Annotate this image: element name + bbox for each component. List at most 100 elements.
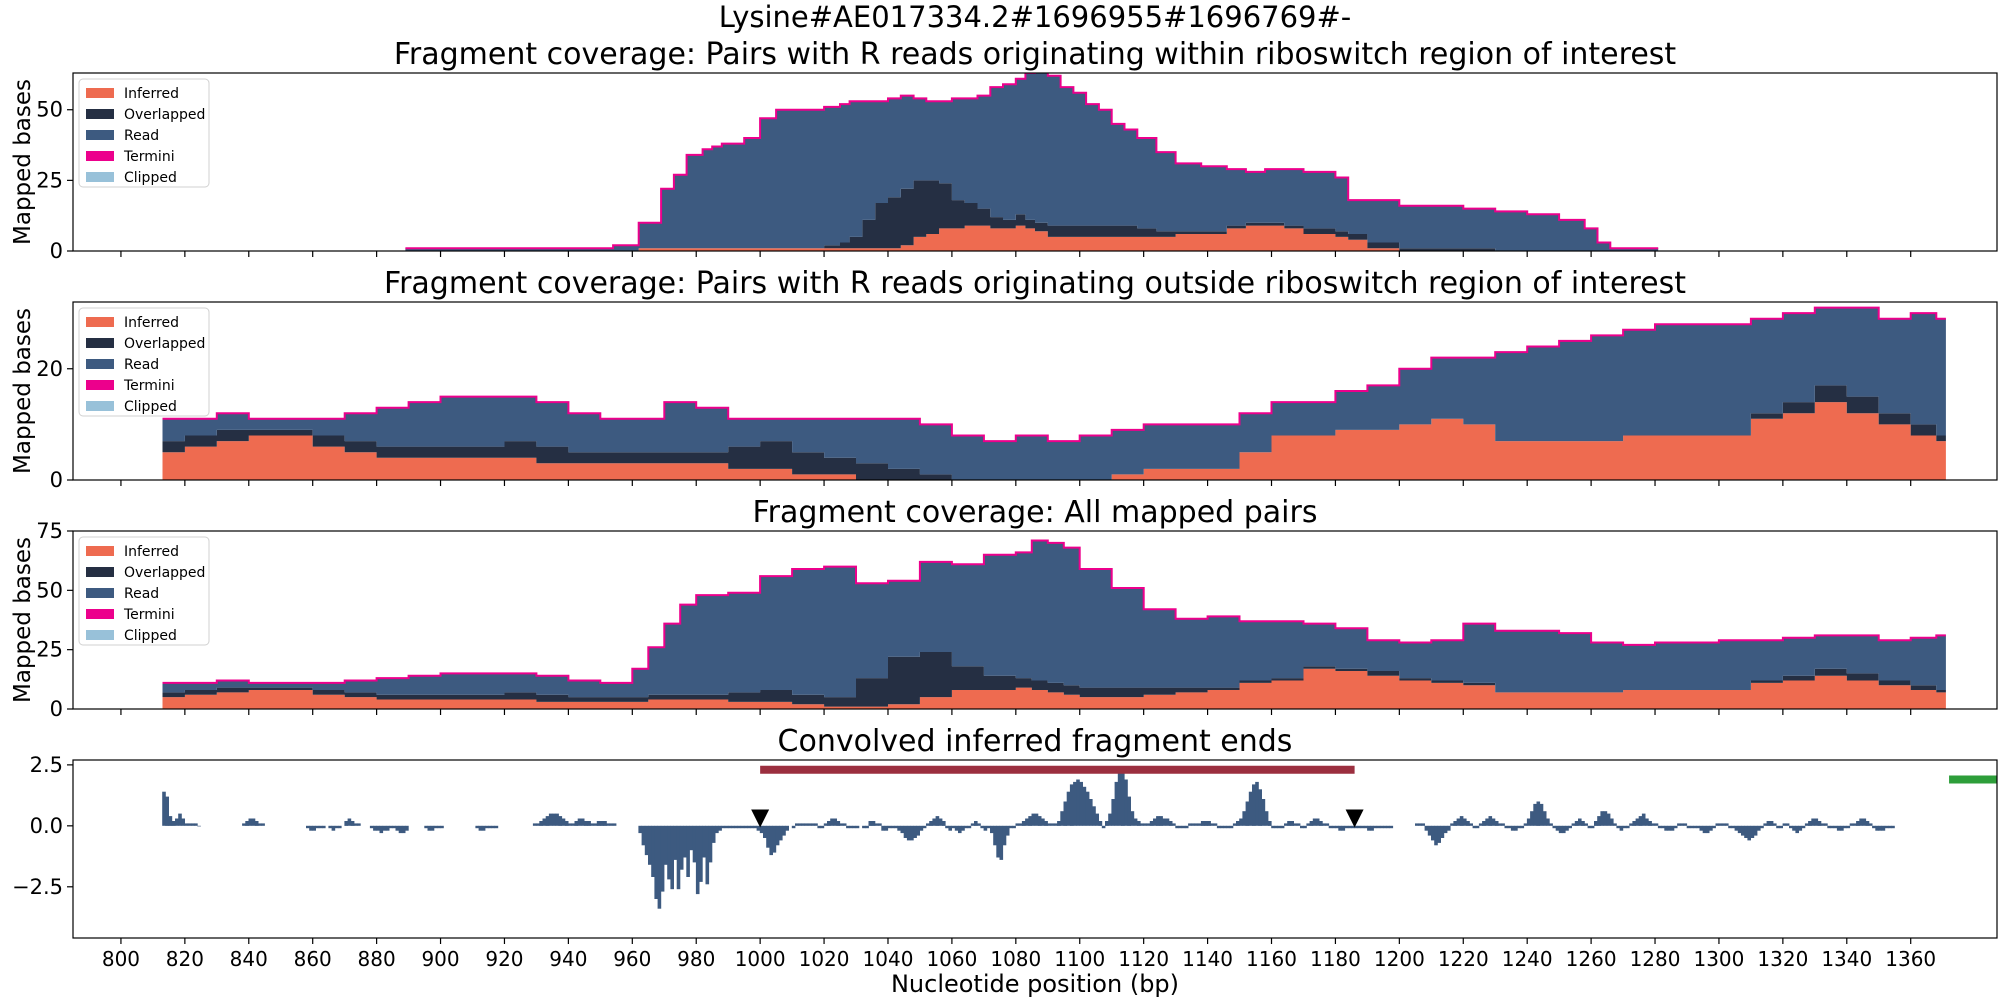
bar [910, 825, 914, 841]
bar [1213, 823, 1218, 826]
bar [1050, 823, 1055, 826]
bar [478, 825, 483, 831]
bar [804, 823, 809, 826]
bar [695, 825, 700, 895]
bar [1571, 823, 1576, 826]
bar [379, 825, 384, 834]
bar [1597, 816, 1601, 826]
bar [916, 825, 920, 836]
x-tick-label: 1120 [1118, 947, 1169, 971]
bar [849, 825, 853, 829]
bar [561, 818, 566, 826]
bar [842, 823, 847, 826]
bar [731, 825, 735, 829]
bar [1130, 811, 1135, 826]
bar [194, 823, 198, 826]
bar [568, 823, 572, 826]
bar [1814, 818, 1819, 826]
bar [1693, 825, 1697, 829]
bar [1475, 825, 1480, 829]
bar [919, 825, 924, 831]
bar [1162, 818, 1167, 826]
bar [1792, 825, 1796, 831]
legend-swatch-overlapped [86, 567, 114, 577]
bar [1846, 825, 1851, 829]
bar [874, 823, 879, 826]
bar [1504, 825, 1509, 829]
bar [1012, 825, 1016, 829]
bar [350, 821, 355, 826]
bar [1501, 823, 1505, 826]
bar [1888, 825, 1892, 829]
bar [1884, 825, 1889, 829]
bar [1175, 825, 1179, 829]
bar [1034, 813, 1039, 826]
bar [1108, 813, 1112, 826]
panel-title: Fragment coverage: Pairs with R reads or… [394, 37, 1677, 72]
y-tick-label: 50 [36, 98, 63, 122]
bar [900, 825, 905, 834]
bar [1641, 813, 1646, 826]
bar [1002, 825, 1007, 846]
bar [753, 825, 758, 829]
bar [373, 825, 377, 831]
bar [958, 825, 962, 834]
bar [580, 818, 585, 826]
bar [881, 825, 885, 831]
bar [1785, 823, 1790, 826]
bar [648, 825, 652, 865]
bar [542, 818, 547, 826]
bar [679, 825, 684, 870]
bar [1165, 818, 1170, 826]
bar [1280, 825, 1285, 829]
bar [600, 821, 604, 826]
bar [683, 825, 687, 858]
x-tick-label: 1100 [1054, 947, 1105, 971]
bar [1753, 825, 1758, 836]
bar [162, 791, 166, 826]
bar [871, 821, 876, 826]
bar [852, 825, 857, 829]
bar [833, 818, 837, 826]
bar [897, 825, 901, 831]
bar [587, 821, 591, 826]
series-termini [162, 306, 1946, 443]
bar [689, 825, 694, 851]
bar [868, 821, 873, 826]
bar [887, 825, 892, 829]
plot-area [405, 73, 1659, 251]
bar [945, 825, 949, 829]
axes-frame [72, 301, 1998, 481]
series-overlapped [405, 180, 1659, 251]
bar [385, 825, 390, 831]
bar [705, 825, 710, 885]
bar [1207, 821, 1211, 826]
bar [536, 823, 540, 826]
series-inferred [162, 668, 1946, 709]
bar [1073, 781, 1077, 826]
legend-swatch-overlapped [86, 109, 114, 119]
bar [1271, 825, 1275, 829]
bar [1424, 825, 1429, 831]
legend-label-termini: Termini [123, 607, 175, 623]
bar [1482, 821, 1486, 826]
bar [1875, 825, 1879, 831]
bar [990, 825, 994, 834]
bar [999, 825, 1004, 860]
x-tick-label: 1340 [1821, 947, 1872, 971]
bar [1546, 818, 1550, 826]
bar [747, 825, 751, 829]
bar [1149, 821, 1154, 826]
legend-label-overlapped: Overlapped [124, 565, 205, 581]
y-tick-label: 0.0 [30, 814, 63, 838]
bar [1485, 818, 1489, 826]
bar [1357, 825, 1362, 829]
bar [1447, 825, 1451, 831]
legend-swatch-inferred [86, 546, 114, 556]
panel-3: Inferred Overlapped Read Termini Clipped 0 25 5… [10, 495, 1998, 721]
legend-label-overlapped: Overlapped [124, 107, 205, 123]
bar [334, 825, 339, 829]
bar [673, 825, 678, 860]
bar [1689, 825, 1694, 829]
